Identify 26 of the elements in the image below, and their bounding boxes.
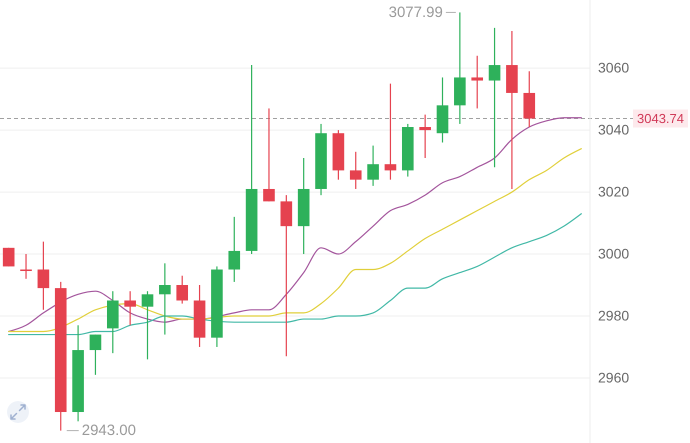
candlestick xyxy=(159,262,171,336)
candlestick xyxy=(90,334,102,376)
candlestick xyxy=(488,27,500,168)
candlestick xyxy=(20,253,32,280)
y-tick-label: 3000 xyxy=(598,246,630,262)
candlestick xyxy=(176,275,188,304)
candlestick xyxy=(367,145,379,186)
candlestick xyxy=(124,290,136,326)
y-tick-label: 3020 xyxy=(598,184,630,200)
annotation: 2943.00 xyxy=(82,422,136,440)
candlestick xyxy=(419,114,431,159)
candlestick xyxy=(471,55,484,110)
candlestick xyxy=(263,108,275,202)
candlestick xyxy=(384,83,396,180)
candlestick xyxy=(228,216,240,283)
y-tick-label: 3060 xyxy=(598,60,630,76)
line-series xyxy=(8,213,582,336)
candlestick xyxy=(142,290,154,360)
candlestick xyxy=(38,241,50,310)
candlestick xyxy=(2,247,14,268)
annotation: 3077.99 xyxy=(388,4,443,21)
y-tick-label: 3040 xyxy=(598,122,630,138)
y-tick-label: 2960 xyxy=(598,369,630,386)
ref-line-label: 3043.74 xyxy=(637,111,684,126)
candlestick xyxy=(350,151,362,190)
y-tick-label: 2980 xyxy=(598,307,630,324)
